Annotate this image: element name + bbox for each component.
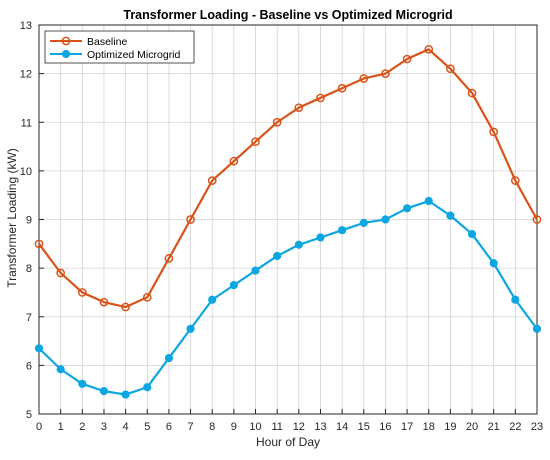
data-point-baseline [207, 176, 217, 185]
legend: Baseline Optimized Microgrid [44, 30, 195, 64]
x-tick-label: 12 [293, 421, 305, 433]
data-point-baseline [142, 292, 152, 302]
y-tick-label: 5 [26, 409, 32, 421]
x-tick-label: 3 [101, 421, 107, 433]
data-point-optimized-microgrid [381, 215, 390, 224]
data-point-optimized-microgrid [446, 211, 455, 220]
data-point-baseline [424, 44, 434, 54]
x-tick-label: 22 [509, 421, 521, 433]
x-axis-ticks: 0 1 2 3 4 5 6 7 8 9 10 11 12 13 14 15 16 17 18 19 20 21 22 23 [36, 409, 543, 433]
legend-label-baseline: Baseline [87, 36, 127, 48]
data-point-baseline [34, 239, 44, 249]
data-point-optimized-microgrid [273, 251, 282, 261]
data-point-baseline [446, 64, 455, 74]
x-tick-label: 20 [466, 421, 478, 433]
data-point-optimized-microgrid [532, 324, 542, 334]
data-point-optimized-microgrid [121, 390, 130, 399]
data-point-optimized-microgrid [34, 344, 44, 353]
data-point-baseline [337, 83, 347, 93]
data-point-baseline [56, 268, 66, 278]
data-point-optimized-microgrid [208, 295, 217, 304]
x-tick-label: 8 [209, 421, 215, 433]
data-point-baseline [489, 127, 499, 137]
data-point-baseline [186, 215, 195, 224]
y-tick-label: 8 [26, 263, 32, 275]
series-layer [34, 44, 542, 399]
y-tick-label: 7 [26, 312, 32, 324]
y-axis-label: Transformer Loading (kW) [5, 148, 19, 288]
chart-title: Transformer Loading - Baseline vs Optimi… [123, 8, 452, 22]
data-point-baseline [121, 302, 130, 312]
x-tick-label: 15 [358, 421, 370, 433]
data-point-baseline [532, 215, 542, 224]
data-point-optimized-microgrid [467, 229, 477, 239]
data-point-optimized-microgrid [424, 196, 433, 206]
data-point-baseline [467, 88, 477, 98]
x-tick-label: 5 [144, 421, 150, 433]
x-tick-label: 4 [123, 421, 129, 433]
x-tick-label: 11 [271, 421, 282, 433]
x-tick-label: 2 [79, 421, 85, 433]
x-tick-label: 6 [166, 421, 172, 433]
y-tick-label: 13 [20, 20, 32, 32]
series-optimized-microgrid [34, 196, 542, 399]
data-point-baseline [164, 254, 174, 263]
data-point-optimized-microgrid [56, 365, 65, 374]
x-tick-label: 21 [488, 421, 500, 433]
data-point-optimized-microgrid [143, 383, 152, 392]
data-point-baseline [316, 93, 325, 103]
x-tick-label: 23 [531, 421, 543, 433]
y-tick-label: 10 [20, 166, 32, 178]
data-point-optimized-microgrid [164, 353, 174, 363]
data-point-optimized-microgrid [78, 379, 87, 388]
data-point-baseline [77, 288, 87, 297]
x-tick-label: 10 [249, 421, 261, 433]
data-point-optimized-microgrid [359, 218, 368, 228]
legend-marker-baseline [61, 36, 71, 46]
data-point-baseline [381, 69, 390, 78]
y-tick-label: 9 [26, 215, 32, 227]
data-point-optimized-microgrid [511, 295, 520, 304]
x-tick-label: 9 [231, 421, 237, 433]
data-point-baseline [359, 74, 369, 83]
data-point-optimized-microgrid [186, 324, 195, 334]
data-point-baseline [272, 117, 282, 127]
data-point-optimized-microgrid [251, 266, 260, 275]
legend-box [44, 30, 195, 64]
data-point-baseline [251, 137, 260, 147]
data-point-optimized-microgrid [316, 233, 325, 242]
data-point-optimized-microgrid [402, 204, 412, 213]
data-point-baseline [510, 176, 520, 185]
data-point-optimized-microgrid [229, 281, 238, 290]
x-tick-label: 19 [444, 421, 456, 433]
data-point-baseline [402, 54, 412, 64]
x-tick-label: 7 [188, 421, 194, 433]
x-tick-label: 17 [401, 421, 413, 433]
series-baseline [34, 44, 542, 312]
data-point-baseline [294, 103, 304, 113]
x-axis-label: Hour of Day [256, 435, 320, 449]
data-point-baseline [229, 156, 239, 166]
data-point-optimized-microgrid [338, 226, 347, 235]
y-tick-label: 11 [21, 117, 32, 129]
data-point-optimized-microgrid [294, 240, 303, 249]
y-tick-label: 6 [26, 360, 32, 372]
data-point-baseline [99, 297, 109, 307]
x-tick-label: 13 [314, 421, 326, 433]
legend-label-optimized: Optimized Microgrid [87, 49, 181, 61]
data-point-optimized-microgrid [489, 259, 498, 268]
data-point-optimized-microgrid [99, 387, 109, 396]
y-axis-ticks: 5 6 7 8 9 10 11 12 13 [20, 20, 44, 421]
x-tick-label: 1 [58, 421, 64, 433]
x-tick-label: 0 [36, 421, 42, 433]
legend-marker-optimized [61, 49, 71, 59]
y-tick-label: 12 [20, 69, 32, 81]
x-tick-label: 18 [423, 421, 435, 433]
x-tick-label: 14 [336, 421, 348, 433]
x-tick-label: 16 [379, 421, 391, 433]
